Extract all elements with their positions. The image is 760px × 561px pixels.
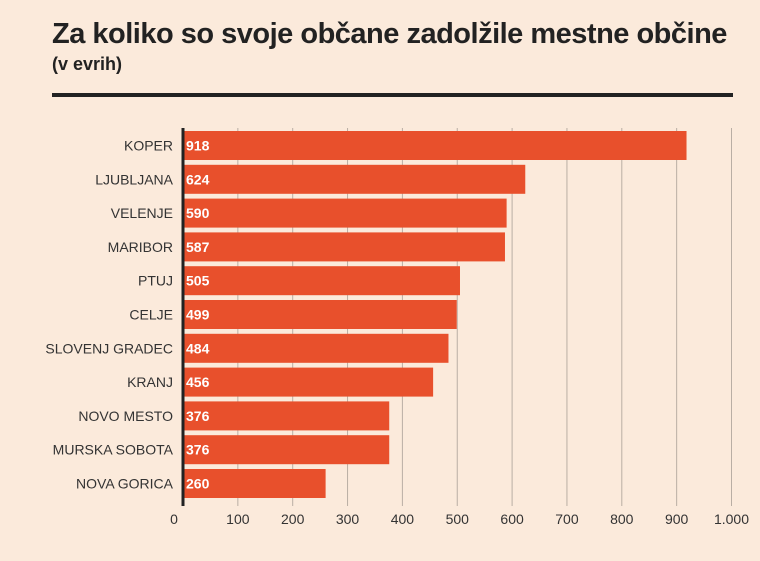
value-label: 376 bbox=[186, 442, 210, 458]
title-rule bbox=[52, 93, 733, 97]
bar-nova-gorica bbox=[183, 469, 326, 498]
bar-murska-sobota bbox=[183, 435, 390, 465]
x-tick-label: 400 bbox=[391, 511, 415, 527]
bar-ptuj bbox=[183, 266, 460, 296]
x-tick-label: 0 bbox=[170, 511, 178, 527]
category-label: PTUJ bbox=[138, 273, 173, 289]
x-tick-label: 100 bbox=[226, 511, 250, 527]
value-labels: 918 624 590 587 505 499 484 456 376 376 260 bbox=[186, 138, 210, 492]
x-tick-label: 200 bbox=[281, 511, 305, 527]
bar-novo-mesto bbox=[183, 401, 390, 431]
chart-subtitle: (v evrih) bbox=[52, 54, 123, 74]
x-tick-label: 500 bbox=[446, 511, 470, 527]
value-label: 505 bbox=[186, 273, 210, 289]
x-axis-tick-labels: 0 100 200 300 400 500 600 700 800 900 1.000 bbox=[170, 511, 749, 527]
x-tick-label: 1.000 bbox=[714, 511, 749, 527]
value-label: 499 bbox=[186, 307, 210, 323]
category-label: VELENJE bbox=[111, 205, 173, 221]
value-label: 456 bbox=[186, 374, 210, 390]
x-tick-label: 300 bbox=[336, 511, 360, 527]
category-labels: KOPER LJUBLJANA VELENJE MARIBOR PTUJ CELJE SLO… bbox=[45, 138, 173, 492]
bar-velenje bbox=[183, 198, 507, 228]
category-label: MURSKA SOBOTA bbox=[53, 442, 174, 458]
category-label: KOPER bbox=[124, 138, 173, 154]
x-tick-label: 800 bbox=[610, 511, 634, 527]
category-label: MARIBOR bbox=[108, 239, 173, 255]
value-label: 624 bbox=[186, 171, 210, 187]
value-label: 918 bbox=[186, 138, 210, 154]
chart-header: Za koliko so svoje občane zadolžile mest… bbox=[52, 14, 732, 75]
bar-maribor bbox=[183, 232, 505, 262]
bar-slovenj-gradec bbox=[183, 333, 449, 363]
value-label: 376 bbox=[186, 408, 210, 424]
value-label: 587 bbox=[186, 239, 210, 255]
category-label: SLOVENJ GRADEC bbox=[45, 340, 173, 356]
bar-celje bbox=[183, 300, 457, 329]
category-label: NOVO MESTO bbox=[78, 408, 173, 424]
value-label: 260 bbox=[186, 476, 210, 492]
category-label: LJUBLJANA bbox=[95, 171, 173, 187]
bars bbox=[183, 131, 687, 498]
category-label: NOVA GORICA bbox=[76, 476, 174, 492]
category-label: KRANJ bbox=[127, 374, 173, 390]
value-label: 484 bbox=[186, 340, 210, 356]
bar-koper bbox=[183, 131, 687, 160]
x-tick-label: 700 bbox=[555, 511, 579, 527]
x-tick-label: 600 bbox=[500, 511, 524, 527]
x-tick-label: 900 bbox=[665, 511, 689, 527]
bar-ljubljana bbox=[183, 164, 526, 194]
value-label: 590 bbox=[186, 205, 210, 221]
chart-title: Za koliko so svoje občane zadolžile mest… bbox=[52, 18, 727, 50]
category-label: CELJE bbox=[129, 307, 173, 323]
bar-kranj bbox=[183, 367, 434, 397]
